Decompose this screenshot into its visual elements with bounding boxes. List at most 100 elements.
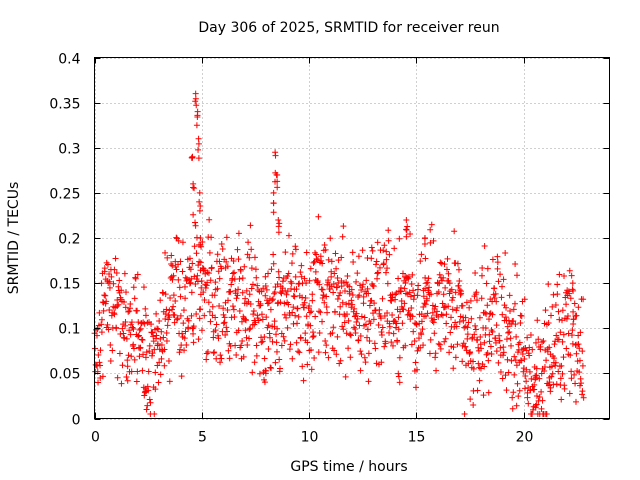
data-point	[374, 275, 381, 282]
data-point	[540, 338, 547, 345]
data-point	[535, 336, 542, 343]
data-point	[533, 372, 540, 379]
data-point	[541, 363, 548, 370]
data-point	[512, 357, 519, 364]
data-point	[333, 284, 340, 291]
data-point	[361, 354, 368, 361]
data-point	[286, 346, 293, 353]
data-point	[491, 285, 498, 292]
data-point	[178, 342, 185, 349]
data-point	[95, 379, 102, 386]
data-point	[417, 258, 424, 265]
data-point	[151, 410, 158, 417]
data-point	[302, 295, 309, 302]
data-point	[493, 322, 500, 329]
data-point	[192, 222, 199, 229]
data-point	[514, 380, 521, 387]
data-point	[206, 308, 213, 315]
data-point	[292, 243, 299, 250]
data-point	[403, 216, 410, 223]
data-point	[496, 332, 503, 339]
data-point	[543, 410, 550, 417]
data-point	[214, 251, 221, 258]
data-point	[506, 292, 513, 299]
data-point	[218, 265, 225, 272]
data-point	[392, 291, 399, 298]
data-point	[219, 246, 226, 253]
data-point	[361, 314, 368, 321]
data-point	[109, 347, 116, 354]
data-point	[296, 349, 303, 356]
data-point	[127, 331, 134, 338]
data-point	[195, 135, 202, 142]
data-point	[121, 298, 128, 305]
data-point	[376, 306, 383, 313]
data-point	[312, 268, 319, 275]
data-point	[338, 254, 345, 261]
data-point	[188, 312, 195, 319]
data-point	[405, 307, 412, 314]
data-point	[108, 273, 115, 280]
data-point	[460, 340, 467, 347]
data-point	[437, 345, 444, 352]
data-point	[274, 325, 281, 332]
data-point	[555, 368, 562, 375]
data-point	[207, 277, 214, 284]
data-point	[510, 389, 517, 396]
data-point	[307, 322, 314, 329]
data-point	[330, 280, 337, 287]
data-point	[170, 272, 177, 279]
data-point	[554, 281, 561, 288]
data-point	[135, 333, 142, 340]
data-point	[358, 286, 365, 293]
data-point	[244, 251, 251, 258]
data-point	[216, 275, 223, 282]
data-point	[345, 317, 352, 324]
data-point	[273, 348, 280, 355]
y-axis-ticks: 0 0.05 0.1 0.15 0.2 0.25 0.3 0.35 0.4	[49, 52, 610, 429]
data-point	[362, 321, 369, 328]
data-point	[208, 264, 215, 271]
data-point	[460, 317, 467, 324]
data-point	[293, 286, 300, 293]
data-point	[105, 326, 112, 333]
data-point	[432, 303, 439, 310]
data-point	[335, 257, 342, 264]
data-point	[133, 378, 140, 385]
data-point	[357, 333, 364, 340]
data-point	[486, 316, 493, 323]
data-point	[476, 314, 483, 321]
data-point	[436, 271, 443, 278]
data-point	[382, 340, 389, 347]
data-point	[309, 291, 316, 298]
data-point	[98, 316, 105, 323]
data-point	[454, 260, 461, 267]
data-point	[420, 342, 427, 349]
data-point	[417, 344, 424, 351]
data-point	[187, 279, 194, 286]
data-point	[409, 313, 416, 320]
data-point	[440, 291, 447, 298]
data-point	[449, 306, 456, 313]
data-point	[362, 359, 369, 366]
data-point	[477, 365, 484, 372]
data-point	[230, 306, 237, 313]
data-point	[157, 297, 164, 304]
data-point	[413, 366, 420, 373]
data-point	[222, 332, 229, 339]
data-point	[122, 304, 129, 311]
data-point	[181, 283, 188, 290]
data-point	[231, 269, 238, 276]
data-point	[190, 339, 197, 346]
data-point	[131, 345, 137, 352]
data-point	[132, 274, 139, 281]
data-point	[418, 251, 425, 258]
data-point	[98, 321, 105, 328]
data-point	[510, 306, 517, 313]
data-point	[423, 295, 430, 302]
data-point	[408, 281, 415, 288]
data-point	[279, 285, 286, 292]
data-point	[225, 347, 232, 354]
data-point	[491, 295, 498, 302]
data-point	[270, 260, 277, 267]
